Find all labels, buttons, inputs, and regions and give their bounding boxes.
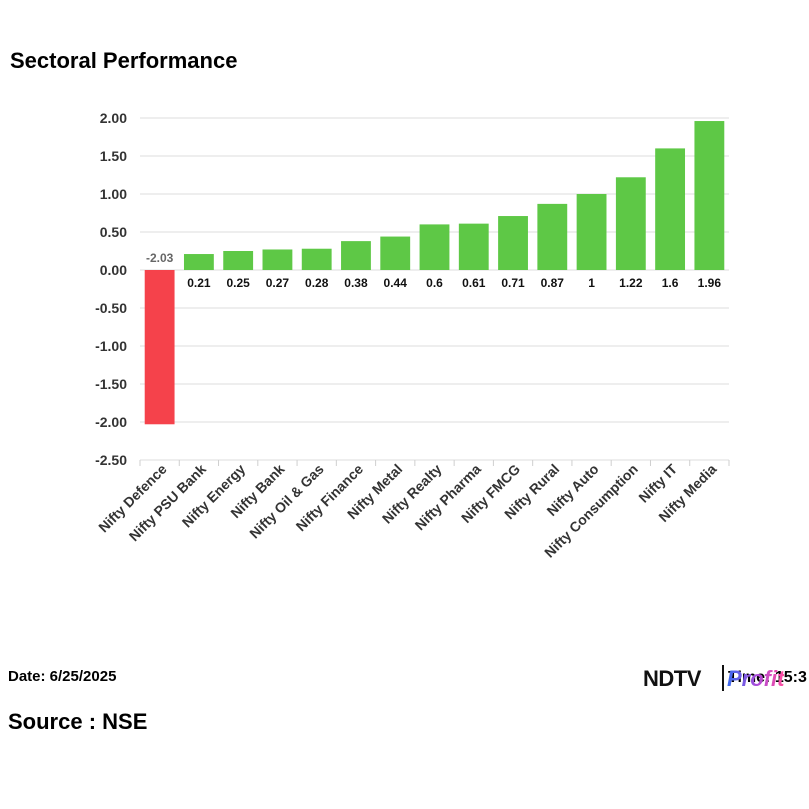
y-tick-label: -1.00 bbox=[95, 338, 127, 354]
y-tick-label: -2.00 bbox=[95, 414, 127, 430]
y-tick-label: 1.00 bbox=[100, 186, 127, 202]
data-label: 0.21 bbox=[187, 276, 211, 290]
logo-separator bbox=[722, 665, 724, 691]
bar bbox=[694, 121, 724, 270]
bar bbox=[420, 224, 450, 270]
y-tick-label: -0.50 bbox=[95, 300, 127, 316]
y-tick-label: 2.00 bbox=[100, 110, 127, 126]
bar bbox=[184, 254, 214, 270]
logo-ndtv-text: NDTV bbox=[643, 666, 701, 692]
y-tick-label: 0.00 bbox=[100, 262, 127, 278]
data-label: 0.61 bbox=[462, 276, 486, 290]
bar bbox=[498, 216, 528, 270]
y-tick-label: 0.50 bbox=[100, 224, 127, 240]
data-label: 0.71 bbox=[501, 276, 525, 290]
data-label: 1 bbox=[588, 276, 595, 290]
bar bbox=[655, 148, 685, 270]
x-tick-label: Nifty Defence bbox=[95, 461, 170, 536]
data-label: -2.03 bbox=[146, 251, 174, 265]
date-label: Date: 6/25/2025 bbox=[8, 668, 116, 685]
data-label: 1.6 bbox=[662, 276, 679, 290]
y-tick-label: 1.50 bbox=[100, 148, 127, 164]
bar bbox=[577, 194, 607, 270]
data-label: 1.22 bbox=[619, 276, 643, 290]
data-label: 0.38 bbox=[344, 276, 368, 290]
y-tick-label: -2.50 bbox=[95, 452, 127, 468]
bar bbox=[459, 224, 489, 270]
bar bbox=[223, 251, 253, 270]
logo-profit-text: Profit bbox=[727, 666, 784, 692]
bar bbox=[616, 177, 646, 270]
data-label: 0.44 bbox=[384, 276, 408, 290]
bar bbox=[380, 237, 410, 270]
source-label: Source : NSE bbox=[8, 709, 147, 735]
data-label: 0.6 bbox=[426, 276, 443, 290]
bar bbox=[341, 241, 371, 270]
data-label: 0.87 bbox=[541, 276, 565, 290]
data-label: 0.25 bbox=[226, 276, 250, 290]
data-label: 1.96 bbox=[698, 276, 722, 290]
bar bbox=[537, 204, 567, 270]
y-tick-label: -1.50 bbox=[95, 376, 127, 392]
bar bbox=[302, 249, 332, 270]
bar bbox=[263, 249, 293, 270]
data-label: 0.28 bbox=[305, 276, 329, 290]
data-label: 0.27 bbox=[266, 276, 290, 290]
ndtv-profit-logo: NDTV Profit bbox=[643, 664, 803, 694]
bar bbox=[145, 270, 175, 424]
bar-chart: 2.00 1.50 1.00 0.50 0.00 -0.50 -1.00 -1.50 -2.00… bbox=[0, 0, 809, 640]
